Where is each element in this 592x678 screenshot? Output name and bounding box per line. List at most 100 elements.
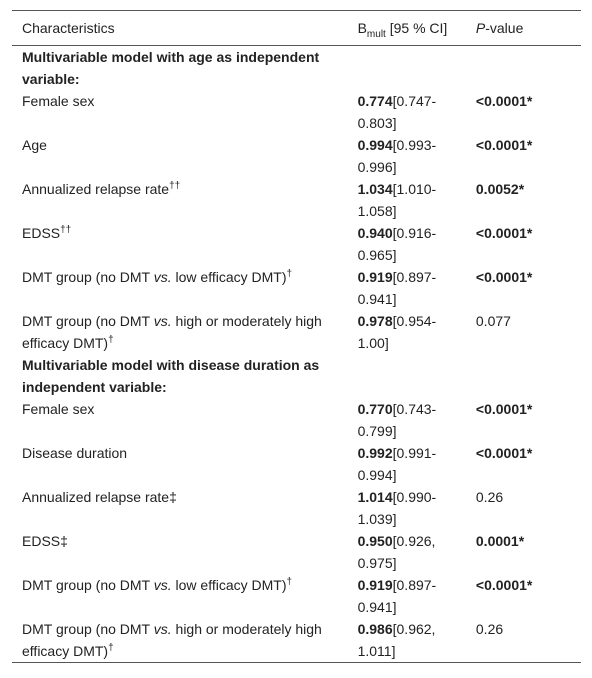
ci: [0.747-0.803] [357,93,437,131]
estimate: 0.770 [357,401,393,417]
text: [95 % CI] [385,20,448,36]
ci: [0.743-0.799] [357,401,437,439]
estimate-cell: 0.919[0.897-0.941] [348,574,466,618]
ci: [0.897-0.941] [357,577,437,615]
text: high or moderately high efficacy DMT) [22,313,322,351]
data-row: Female sex 0.770[0.743-0.799] <0.0001* [12,398,581,442]
p-value-cell: 0.077 [466,310,581,354]
section-title: Multivariable model with disease duratio… [22,357,320,395]
sup-text: † [286,268,293,280]
estimate: 0.919 [357,577,393,593]
text: Female sex [22,401,95,417]
p-value: <0.0001* [475,225,533,241]
estimate: 1.034 [357,181,393,197]
estimate: 0.774 [357,93,393,109]
sup-text: † [286,576,293,588]
label-cell: Age [12,134,348,178]
p-value-cell: 0.0052* [466,178,581,222]
p-value: 0.0052* [475,181,525,197]
text: low efficacy DMT) [171,577,287,593]
header-cell: P-value [466,11,581,46]
sup-text: †† [60,224,72,236]
label-cell: Annualized relapse rate†† [12,178,348,222]
text: Disease duration [22,445,128,461]
sup-text: † [108,334,114,346]
text: EDSS [22,225,61,241]
text: DMT group (no DMT [22,313,154,329]
ci: [0.916-0.965] [357,225,437,263]
ci: [0.926, 0.975] [357,533,436,571]
italic-text: P [475,20,486,36]
sub-text: mult [366,28,386,40]
p-value: <0.0001* [475,445,533,461]
text: EDSS‡ [22,533,68,549]
p-value-cell: <0.0001* [466,90,581,134]
header-cell: Characteristics [12,11,348,46]
p-value: <0.0001* [475,401,533,417]
p-value-cell: <0.0001* [466,266,581,310]
text: Female sex [22,93,95,109]
label-cell: DMT group (no DMT vs. high or moderately… [12,618,348,663]
p-value: <0.0001* [475,93,533,109]
text: DMT group (no DMT [22,269,154,285]
ci: [0.993-0.996] [357,137,437,175]
data-row: EDSS‡ 0.950[0.926, 0.975] 0.0001* [12,530,581,574]
text: Annualized relapse rate [22,181,170,197]
data-row: Age 0.994[0.993-0.996] <0.0001* [12,134,581,178]
estimate-cell: 0.994[0.993-0.996] [348,134,466,178]
text: high or moderately high efficacy DMT) [22,621,322,659]
p-value-cell: <0.0001* [466,398,581,442]
p-value-cell: <0.0001* [466,574,581,618]
p-value: 0.0001* [475,533,525,549]
text: Age [22,137,47,153]
p-value: <0.0001* [475,577,533,593]
text: Characteristics [22,20,115,36]
estimate-cell: 0.770[0.743-0.799] [348,398,466,442]
p-value-cell: 0.26 [466,618,581,663]
label-cell: Female sex [12,90,348,134]
label-cell: EDSS‡ [12,530,348,574]
data-row: EDSS†† 0.940[0.916-0.965] <0.0001* [12,222,581,266]
estimate-cell: 0.774[0.747-0.803] [348,90,466,134]
estimate: 0.994 [357,137,393,153]
label-cell: DMT group (no DMT vs. high or moderately… [12,310,348,354]
sup-text: † [108,642,114,654]
ci: [0.954-1.00] [357,313,437,351]
label-cell: DMT group (no DMT vs. low efficacy DMT)† [12,266,348,310]
estimate-cell: 0.940[0.916-0.965] [348,222,466,266]
data-row: DMT group (no DMT vs. low efficacy DMT)†… [12,574,581,618]
estimate-cell: 0.919[0.897-0.941] [348,266,466,310]
text: DMT group (no DMT [22,577,154,593]
p-value: 0.26 [475,489,504,505]
label-cell: Disease duration [12,442,348,486]
p-value: <0.0001* [475,269,533,285]
italic-text: vs. [153,313,172,329]
p-value: <0.0001* [475,137,533,153]
data-row: DMT group (no DMT vs. high or moderately… [12,310,581,354]
p-value-cell: 0.0001* [466,530,581,574]
ci: [0.962, 1.011] [357,621,436,659]
label-cell: DMT group (no DMT vs. low efficacy DMT)† [12,574,348,618]
label-cell: Annualized relapse rate‡ [12,486,348,530]
ci: [1.010-1.058] [357,181,437,219]
ci: [0.990-1.039] [357,489,437,527]
estimate: 0.992 [357,445,393,461]
section-row: Multivariable model with age as independ… [12,46,581,91]
p-value-cell: 0.26 [466,486,581,530]
estimate: 0.986 [357,621,393,637]
estimate: 0.940 [357,225,393,241]
header-row: Characteristics Bmult [95 % CI] P-value [12,10,581,46]
estimate-cell: 0.992[0.991-0.994] [348,442,466,486]
label-cell: Female sex [12,398,348,442]
italic-text: vs. [153,577,172,593]
estimate-cell: 1.034[1.010-1.058] [348,178,466,222]
estimate-cell: 1.014[0.990-1.039] [348,486,466,530]
data-row: DMT group (no DMT vs. high or moderately… [12,618,581,663]
text: low efficacy DMT) [171,269,287,285]
data-row: DMT group (no DMT vs. low efficacy DMT)†… [12,266,581,310]
p-value: 0.077 [475,313,511,329]
data-row: Female sex 0.774[0.747-0.803] <0.0001* [12,90,581,134]
italic-text: vs. [153,621,172,637]
label-cell: EDSS†† [12,222,348,266]
